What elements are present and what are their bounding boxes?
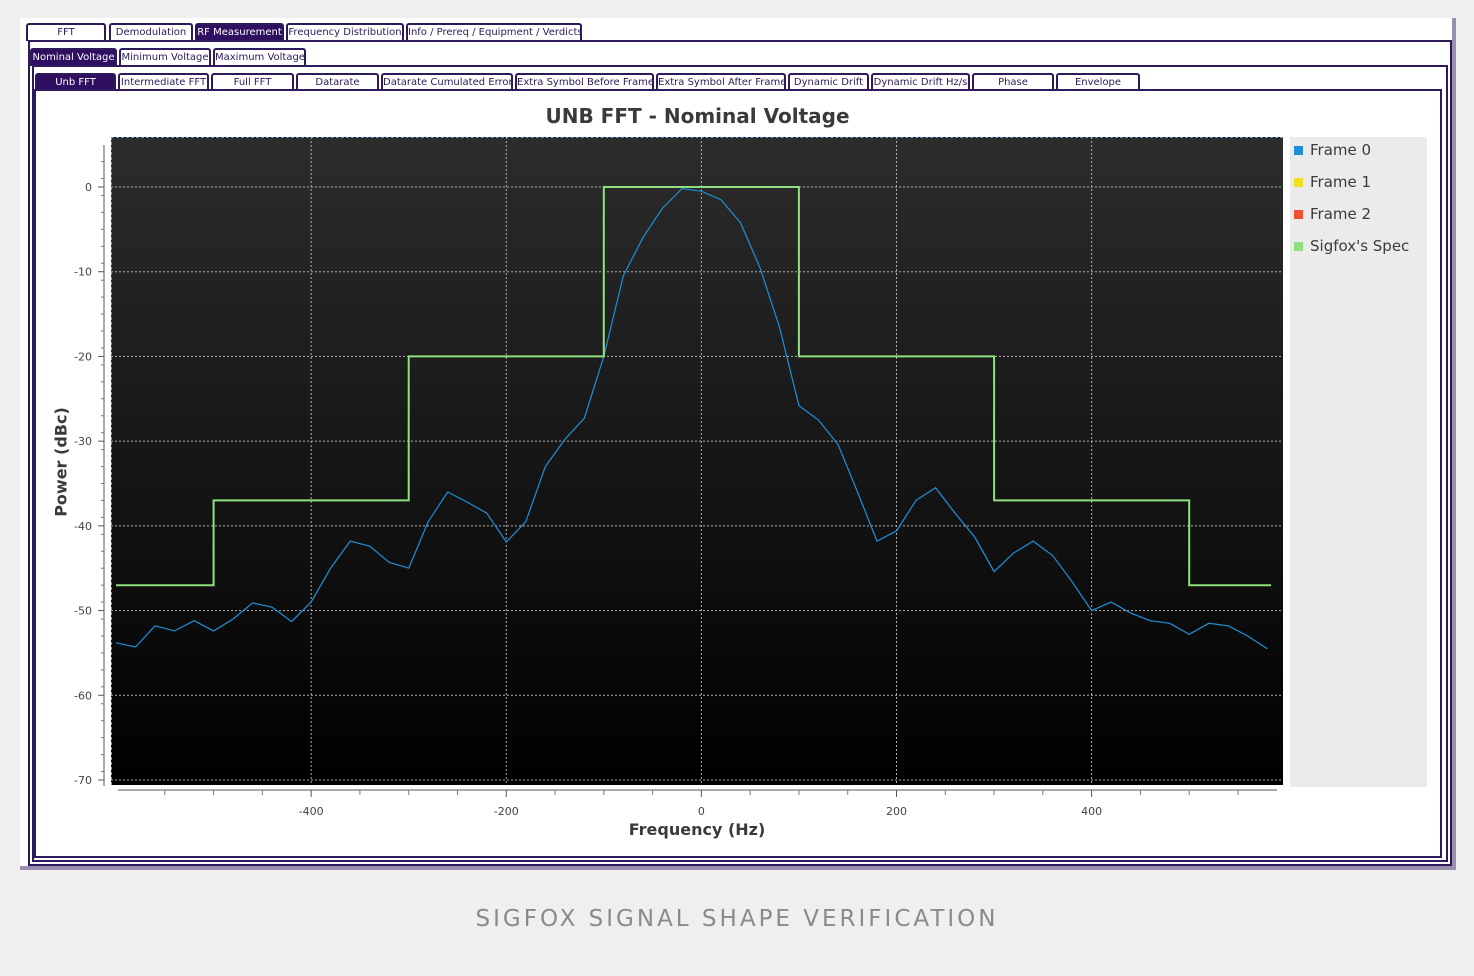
tab-dynamic-drift[interactable]: Dynamic Drift: [788, 73, 869, 91]
tab-fft[interactable]: FFT: [26, 23, 106, 41]
y-tick-label: -20: [74, 350, 92, 363]
y-tick-label: -50: [74, 605, 92, 618]
tab-intermediate-fft[interactable]: Intermediate FFT: [118, 73, 209, 91]
tab-rf-measurement[interactable]: RF Measurement: [195, 23, 284, 41]
legend-item: Frame 2: [1294, 204, 1371, 224]
tab-info-prereq-equipment-verdicts[interactable]: Info / Prereq / Equipment / Verdicts: [406, 23, 582, 41]
tab-dynamic-drift-hz-s[interactable]: Dynamic Drift Hz/s: [871, 73, 970, 91]
tab-unb-fft[interactable]: Unb FFT: [35, 73, 116, 91]
y-tick-label: -60: [74, 689, 92, 702]
x-tick-label: 200: [886, 805, 907, 818]
x-axis-label: Frequency (Hz): [628, 820, 766, 839]
chart-legend: Frame 0 Frame 1 Frame 2 Sigfox's Spec: [1290, 137, 1427, 787]
y-tick-label: -10: [74, 266, 92, 279]
plot-area[interactable]: [111, 137, 1283, 785]
series-frame-0: [115, 188, 1268, 650]
legend-label: Frame 2: [1310, 205, 1372, 223]
x-tick-label: 400: [1081, 805, 1102, 818]
main-tab-panel: [28, 40, 1452, 866]
measurement-tab-panel: [34, 89, 1442, 858]
tab-demodulation[interactable]: Demodulation: [109, 23, 193, 41]
y-axis-label: Power (dBc): [51, 407, 71, 517]
tab-full-fft[interactable]: Full FFT: [211, 73, 294, 91]
series-sigfox-s-spec: [116, 186, 1272, 587]
figure-caption: SIGFOX SIGNAL SHAPE VERIFICATION: [475, 906, 999, 932]
tab-extra-symbol-after-frame[interactable]: Extra Symbol After Frame: [656, 73, 786, 91]
tab-minimum-voltage[interactable]: Minimum Voltage: [119, 48, 211, 66]
tab-maximum-voltage[interactable]: Maximum Voltage: [213, 48, 306, 66]
tab-datarate-cumulated-error[interactable]: Datarate Cumulated Error: [381, 73, 513, 91]
y-tick-label: -40: [74, 520, 92, 533]
legend-label: Frame 1: [1310, 173, 1372, 191]
x-tick-label: -200: [494, 805, 519, 818]
legend-swatch: [1294, 177, 1303, 187]
voltage-tab-panel: [32, 65, 1448, 862]
legend-item: Sigfox's Spec: [1294, 236, 1409, 256]
y-tick-label: -70: [74, 774, 92, 787]
legend-item: Frame 0: [1294, 140, 1371, 160]
legend-item: Frame 1: [1294, 172, 1371, 192]
tab-datarate[interactable]: Datarate: [296, 73, 379, 91]
x-tick-label: -400: [299, 805, 324, 818]
tab-extra-symbol-before-frame[interactable]: Extra Symbol Before Frame: [515, 73, 654, 91]
tab-frequency-distribution[interactable]: Frequency Distribution: [286, 23, 404, 41]
chart-title: UNB FFT - Nominal Voltage: [545, 104, 850, 128]
y-tick-label: 0: [85, 181, 92, 194]
x-tick-label: 0: [698, 805, 705, 818]
tab-phase[interactable]: Phase: [972, 73, 1054, 91]
legend-label: Frame 0: [1310, 141, 1372, 159]
tab-nominal-voltage[interactable]: Nominal Voltage: [30, 48, 117, 66]
y-tick-label: -30: [74, 435, 92, 448]
tab-envelope[interactable]: Envelope: [1056, 73, 1140, 91]
legend-swatch: [1294, 145, 1303, 155]
legend-label: Sigfox's Spec: [1310, 237, 1410, 255]
legend-swatch: [1294, 209, 1303, 219]
legend-swatch: [1294, 241, 1303, 251]
